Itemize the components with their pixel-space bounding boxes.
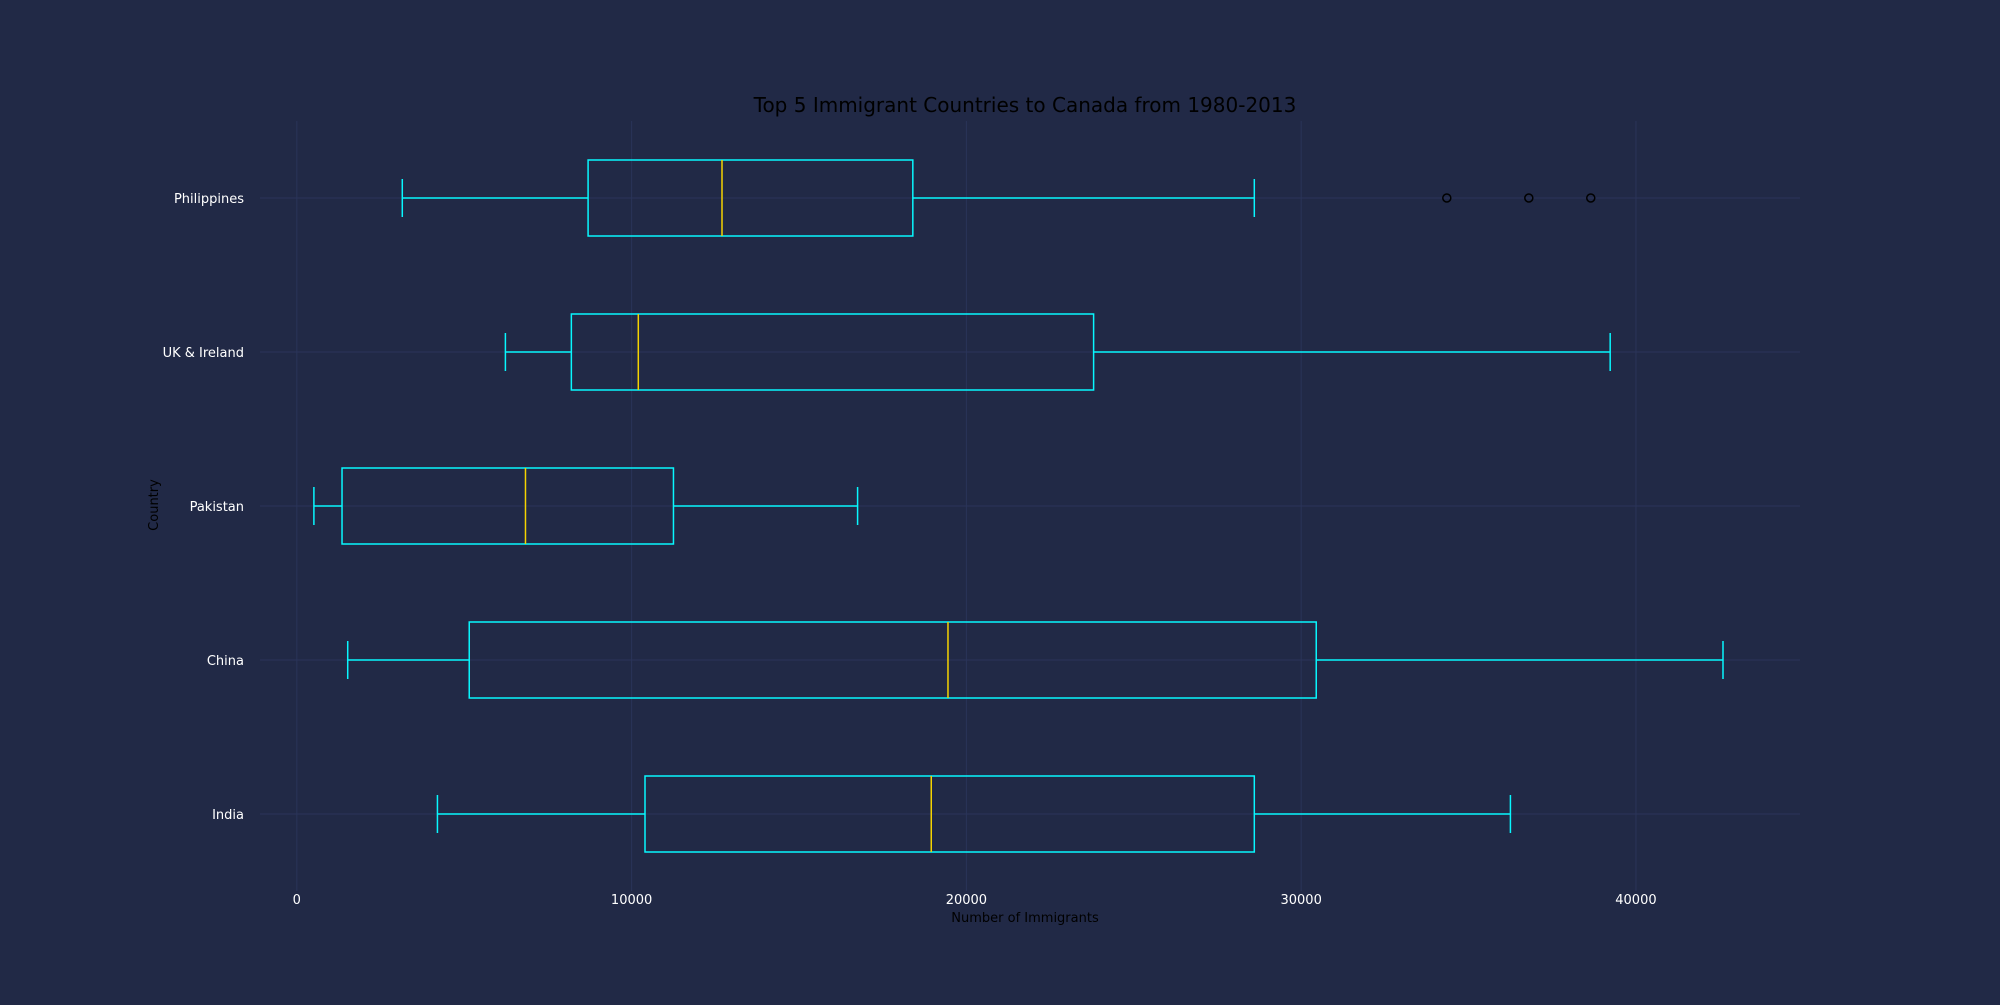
y-tick-label: China <box>207 654 244 669</box>
iqr-box <box>468 621 1317 699</box>
box-india <box>436 775 1512 853</box>
y-axis-label: Country <box>147 479 162 531</box>
tick-labels: 0 10000 20000 30000 40000 India China Pakistan U… <box>163 192 1657 908</box>
iqr-box <box>644 775 1256 853</box>
outlier-point <box>1442 193 1452 203</box>
x-tick-label: 0 <box>293 893 301 908</box>
x-axis-label: Number of Immigrants <box>951 911 1099 926</box>
x-tick-label: 30000 <box>1280 893 1321 908</box>
iqr-box <box>341 467 675 545</box>
y-tick-label: Pakistan <box>190 500 244 515</box>
box-pakistan <box>313 467 859 545</box>
box-china <box>346 621 1724 699</box>
box-uk-ireland <box>504 313 1611 391</box>
y-tick-label: India <box>212 808 244 823</box>
x-tick-label: 10000 <box>611 893 652 908</box>
iqr-box <box>570 313 1095 391</box>
y-tick-label: Philippines <box>174 192 244 207</box>
boxes <box>313 159 1724 853</box>
outlier-point <box>1586 193 1596 203</box>
box-philippines <box>401 159 1596 237</box>
iqr-box <box>587 159 914 237</box>
y-tick-label: UK & Ireland <box>163 346 244 361</box>
outlier-point <box>1524 193 1534 203</box>
x-tick-label: 40000 <box>1615 893 1656 908</box>
chart-title: Top 5 Immigrant Countries to Canada from… <box>753 93 1297 117</box>
x-tick-label: 20000 <box>946 893 987 908</box>
